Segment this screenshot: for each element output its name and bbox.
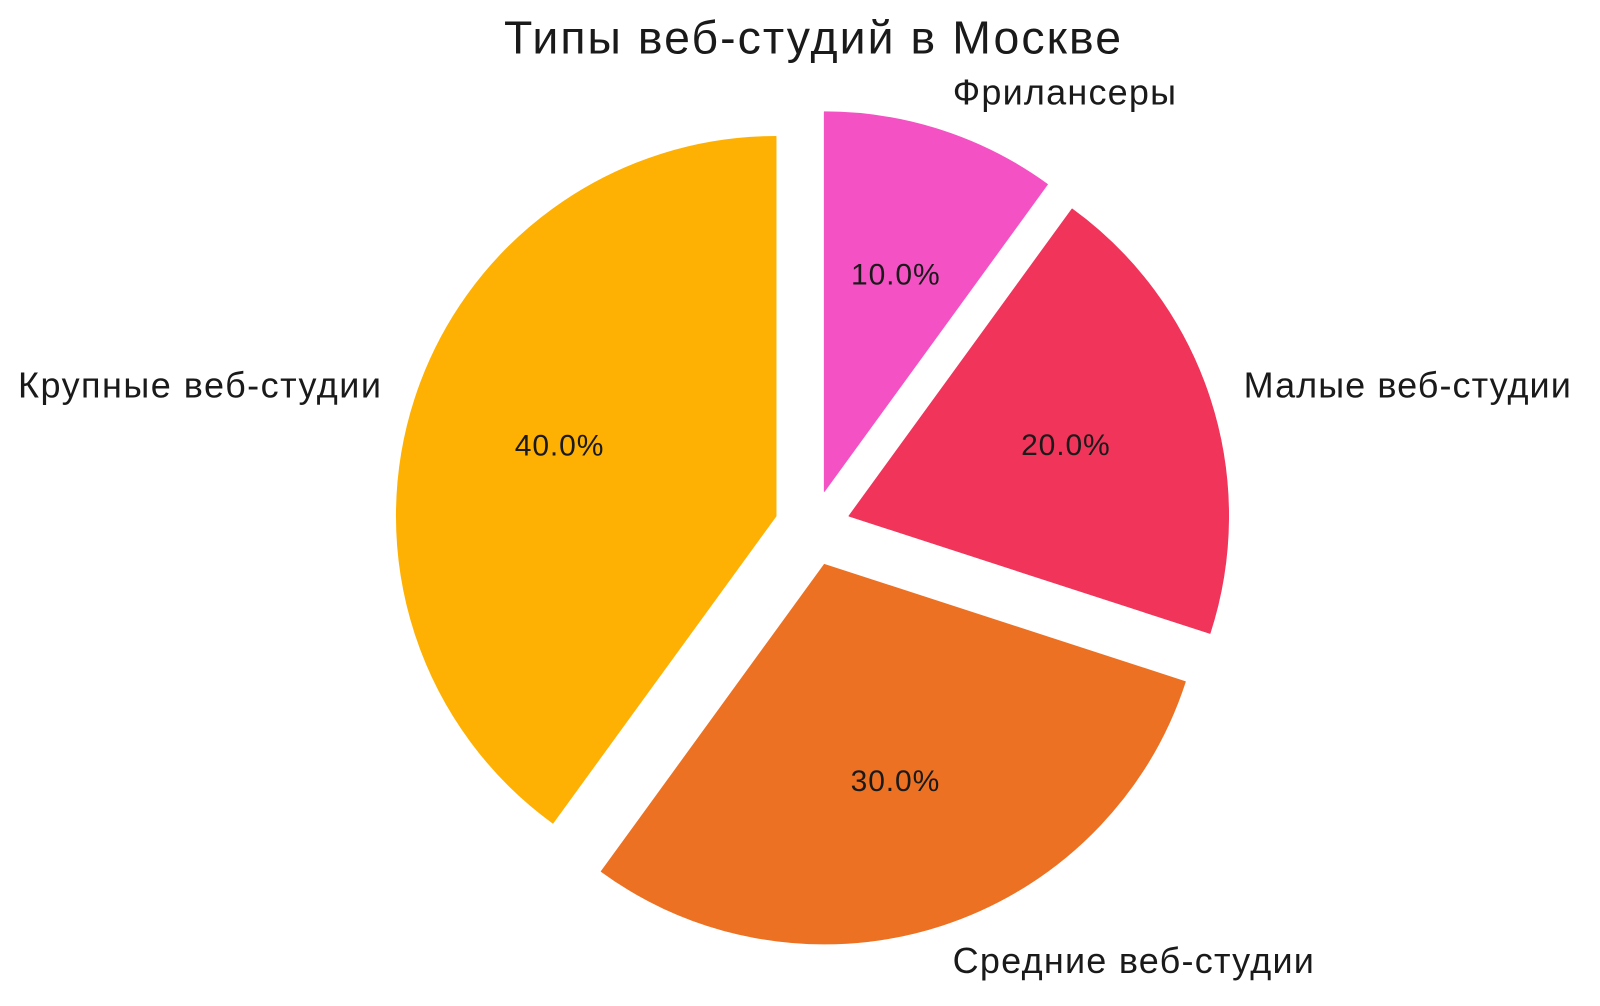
svg-text:10.0%: 10.0% [851,258,940,291]
svg-text:Фрилансеры: Фрилансеры [953,71,1176,112]
svg-text:Крупные веб-студии: Крупные веб-студии [18,364,381,405]
svg-text:Типы веб-студий в Москве: Типы веб-студий в Москве [504,12,1121,64]
svg-text:Средние веб-студии: Средние веб-студии [953,940,1314,981]
svg-text:30.0%: 30.0% [851,765,940,798]
svg-text:40.0%: 40.0% [515,430,604,463]
svg-text:20.0%: 20.0% [1021,429,1110,462]
svg-text:Малые веб-студии: Малые веб-студии [1244,364,1571,405]
